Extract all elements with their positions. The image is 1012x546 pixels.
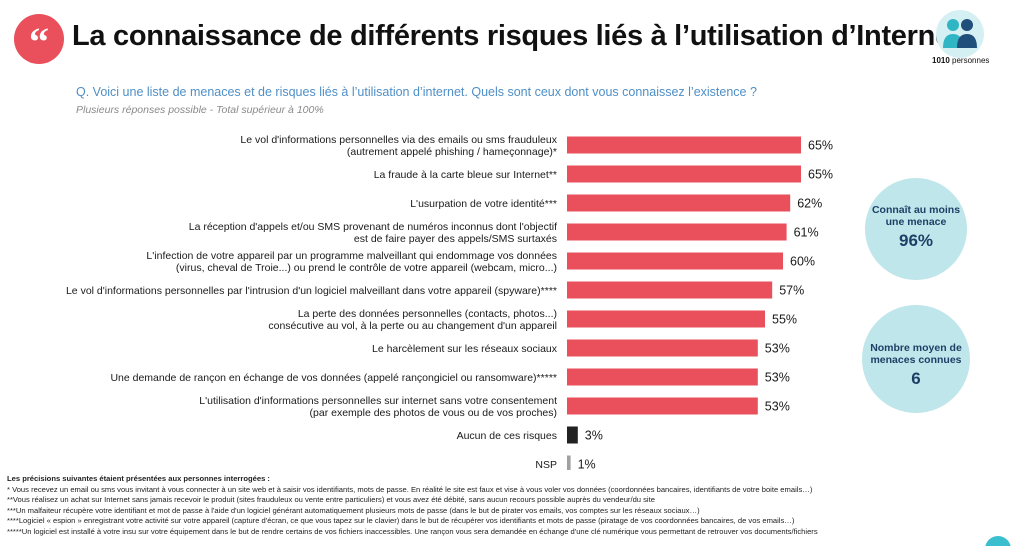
summary-label: Connaît au moins une menace (871, 204, 961, 228)
summary-bubble-average: Nombre moyen de menaces connues 6 (862, 305, 970, 413)
bar (567, 252, 783, 270)
category-label: La fraude à la carte bleue sur Internet*… (374, 169, 557, 181)
value-label: 3% (585, 429, 603, 443)
corner-decoration (985, 536, 1011, 546)
summary-label: Nombre moyen de menaces connues (870, 342, 962, 366)
bar-chart: Le vol d'informations personnelles via d… (66, 134, 833, 471)
footnote-line: *****Un logiciel est installé à votre in… (7, 526, 818, 536)
value-label: 55% (772, 313, 797, 327)
bar (567, 310, 765, 328)
bar (567, 223, 787, 241)
category-label: NSP (535, 459, 557, 470)
value-label: 53% (765, 342, 790, 356)
summary-value: 6 (911, 369, 921, 388)
question-note: Plusieurs réponses possible - Total supé… (76, 104, 324, 116)
category-label: L'infection de votre appareil par un pro… (146, 250, 557, 262)
category-label: Aucun de ces risques (457, 430, 557, 442)
summary-bubble-at-least-one: Connaît au moins une menace 96% (865, 178, 967, 280)
question-text: Q. Voici une liste de menaces et de risq… (76, 85, 757, 99)
category-label: consécutive au vol, à la perte ou au cha… (268, 320, 557, 332)
footnote-line: * Vous recevez un email ou sms vous invi… (7, 484, 813, 494)
people-count: 1010 personnes (932, 56, 989, 65)
category-label: (autrement appelé phishing / hameçonnage… (347, 146, 557, 158)
category-label: est de faire payer des appels/SMS surtax… (354, 233, 557, 245)
people-count-unit: personnes (952, 56, 990, 65)
category-label: L'utilisation d'informations personnelle… (199, 395, 557, 407)
svg-text:“: “ (29, 19, 49, 64)
people-icon (934, 8, 986, 60)
value-label: 65% (808, 139, 833, 153)
bar (567, 339, 758, 357)
quote-icon: “ (14, 14, 64, 64)
category-label: Le vol d'informations personnelles par l… (66, 285, 557, 297)
value-label: 61% (794, 226, 819, 240)
footnotes: Les précisions suivantes étaient présent… (7, 474, 1007, 538)
category-label: L'usurpation de votre identité*** (410, 198, 557, 210)
category-label: (par exemple des photos de vous ou de vo… (310, 407, 557, 419)
value-label: 53% (765, 400, 790, 414)
value-label: 62% (797, 197, 822, 211)
footnote-line: ****Logiciel « espion » enregistrant vot… (7, 516, 795, 526)
value-label: 1% (578, 458, 596, 471)
category-label: Le vol d'informations personnelles via d… (240, 134, 557, 146)
category-label: (virus, cheval de Troie...) ou prend le … (176, 262, 557, 274)
bar (567, 455, 571, 470)
bar (567, 194, 791, 212)
bar (567, 165, 801, 183)
bar (567, 136, 801, 154)
people-count-number: 1010 (932, 56, 950, 65)
bar (567, 281, 773, 299)
value-label: 53% (765, 371, 790, 385)
bar (567, 368, 758, 386)
value-label: 57% (779, 284, 804, 298)
value-label: 60% (790, 255, 815, 269)
category-label: La réception d'appels et/ou SMS provenan… (189, 221, 557, 233)
category-label: Une demande de rançon en échange de vos … (110, 372, 557, 384)
footnotes-title: Les précisions suivantes étaient présent… (7, 474, 270, 483)
category-label: La perte des données personnelles (conta… (298, 308, 557, 320)
bar (567, 397, 758, 415)
value-label: 65% (808, 168, 833, 182)
summary-value: 96% (898, 231, 934, 250)
category-label: Le harcèlement sur les réseaux sociaux (372, 343, 558, 355)
footnote-line: **Vous réalisez un achat sur Internet sa… (7, 495, 655, 505)
page-title: La connaissance de différents risques li… (72, 20, 961, 52)
footnote-line: ***Un malfaiteur récupère votre identifi… (7, 505, 700, 515)
bar (567, 426, 578, 444)
